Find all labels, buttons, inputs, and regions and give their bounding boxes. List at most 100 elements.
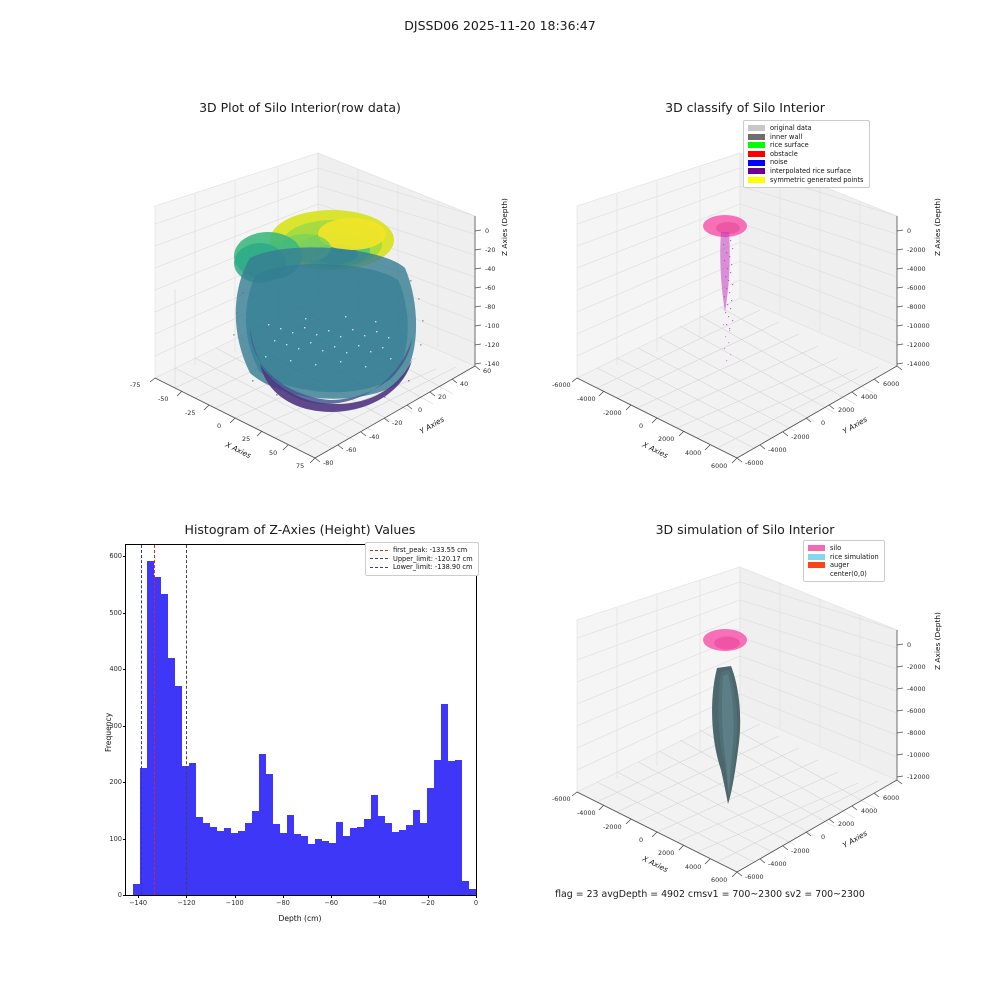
histogram-bar xyxy=(217,830,224,895)
histogram-bar xyxy=(392,831,399,895)
legend-item-rice-simulation[interactable]: rice simulation xyxy=(808,553,879,562)
raw-ztick-3: -60 xyxy=(485,284,496,292)
classify-ztick-1: -2000 xyxy=(907,246,926,254)
legend-swatch-noise xyxy=(748,159,765,166)
panel-histogram: Histogram of Z-Axies (Height) Values 0 10… xyxy=(100,522,500,923)
histogram-y-tick-label: 400 xyxy=(109,665,122,674)
histogram-bar xyxy=(175,686,182,895)
sim-ytick-1: -4000 xyxy=(768,860,787,868)
classify-ytick-4: 2000 xyxy=(838,406,855,414)
legend-swatch-rice-simulation xyxy=(808,553,825,560)
classify-3d-axes[interactable]: -6000 -4000 -2000 0 2000 4000 6000 X Axi… xyxy=(545,128,945,480)
histogram-x-tick-mark xyxy=(186,895,188,898)
panel-classify-3d-plot: 3D classify of Silo Interior xyxy=(545,100,945,480)
legend-item-first-peak[interactable]: first_peak: -133.55 cm xyxy=(370,546,473,555)
legend-item-symmetric-generated-points[interactable]: symmetric generated points xyxy=(748,176,864,185)
legend-label-silo: silo xyxy=(830,543,842,552)
legend-label-inner-wall: inner wall xyxy=(770,132,803,141)
classify-ztick-7: -14000 xyxy=(907,360,930,368)
legend-item-lower-limit[interactable]: Lower_limit: -138.90 cm xyxy=(370,563,473,572)
legend-item-auger[interactable]: auger xyxy=(808,561,879,570)
histogram-bar xyxy=(329,843,336,895)
panel-simulation-3d-plot: 3D simulation of Silo Interior xyxy=(545,522,945,892)
raw-ztick-5: -100 xyxy=(485,322,500,330)
raw-ytick-3: -20 xyxy=(392,419,403,427)
legend-swatch-original-data xyxy=(748,125,765,132)
figure-suptitle: DJSSD06 2025-11-20 18:36:47 xyxy=(404,18,596,33)
sim-xtick-0: -6000 xyxy=(552,795,571,803)
legend-item-interpolated-rice-surface[interactable]: interpolated rice surface xyxy=(748,167,864,176)
raw-3d-title: 3D Plot of Silo Interior(row data) xyxy=(199,100,401,115)
legend-item-noise[interactable]: noise xyxy=(748,158,864,167)
status-line: flag = 23 avgDepth = 4902 cmsv1 = 700~23… xyxy=(555,889,865,900)
histogram-x-tick-label: −100 xyxy=(225,899,244,907)
histogram-bar xyxy=(399,830,406,895)
classify-xtick-2: -2000 xyxy=(603,409,622,417)
legend-item-original-data[interactable]: original data xyxy=(748,124,864,133)
legend-label-auger: auger xyxy=(830,561,850,570)
classify-xtick-0: -6000 xyxy=(552,381,571,389)
histogram-bar xyxy=(420,823,427,895)
classify-ytick-2: -2000 xyxy=(791,433,810,441)
legend-label-center: center(0,0) xyxy=(830,569,867,578)
raw-3d-axes[interactable]: -75 -50 -25 0 25 50 75 X Axies -80 -60 -… xyxy=(100,128,509,480)
histogram-y-tick-label: 200 xyxy=(109,778,122,787)
histogram-x-tick-label: −80 xyxy=(275,899,290,907)
classify-3d-pane-svg xyxy=(571,152,904,464)
sim-xtick-6: 6000 xyxy=(711,876,728,884)
simulation-3d-axes[interactable]: -6000 -4000 -2000 0 2000 4000 6000 X Axi… xyxy=(545,550,945,890)
legend-item-upper-limit[interactable]: Upper_limit: -120.17 cm xyxy=(370,555,473,564)
raw-ztick-0: 0 xyxy=(485,227,490,235)
raw-ztick-1: -20 xyxy=(485,246,496,254)
histogram-x-tick-label: −120 xyxy=(177,899,196,907)
classify-ztick-6: -12000 xyxy=(907,341,930,349)
histogram-bar xyxy=(210,827,217,895)
histogram-x-tick-mark xyxy=(476,895,477,898)
histogram-y-tick-label: 300 xyxy=(109,721,122,730)
histogram-bar xyxy=(378,815,385,895)
histogram-bar xyxy=(182,765,189,895)
raw-ztick-6: -120 xyxy=(485,341,500,349)
classify-ztick-0: 0 xyxy=(907,227,912,235)
sim-ytick-0: -6000 xyxy=(745,873,764,881)
classify-ytick-3: 0 xyxy=(821,419,826,427)
sim-ztick-4: -8000 xyxy=(907,729,926,737)
legend-item-silo[interactable]: silo xyxy=(808,544,879,553)
classify-legend: original data inner wall rice surface ob… xyxy=(743,120,870,189)
legend-swatch-interpolated-rice-surface xyxy=(748,168,765,175)
panel-raw-3d-plot: 3D Plot of Silo Interior(row data) xyxy=(100,100,509,480)
histogram-y-tick-mark xyxy=(123,669,126,671)
classify-xtick-6: 6000 xyxy=(711,462,728,470)
histogram-y-tick-mark xyxy=(123,725,126,727)
histogram-plot-area[interactable]: 0 100 200 300 400 500 600 −140 −120 −100 −80 −60 −4… xyxy=(109,544,478,907)
threshold-line-lower-limit xyxy=(140,545,142,895)
histogram-bar xyxy=(231,832,238,895)
histogram-x-tick-label: 0 xyxy=(473,899,479,907)
histogram-x-tick-mark xyxy=(379,895,381,898)
histogram-y-axis-label: Frequency xyxy=(104,712,113,752)
classify-xtick-5: 4000 xyxy=(685,449,702,457)
histogram-bar xyxy=(245,822,252,895)
legend-item-rice-surface[interactable]: rice surface xyxy=(748,141,864,150)
legend-label-upper-limit: Upper_limit: -120.17 cm xyxy=(393,554,473,563)
histogram-bar xyxy=(133,883,140,895)
classify-xtick-1: -4000 xyxy=(577,395,596,403)
histogram-bar xyxy=(252,811,259,895)
legend-item-obstacle[interactable]: obstacle xyxy=(748,150,864,159)
legend-item-center[interactable]: center(0,0) xyxy=(808,570,879,579)
legend-label-lower-limit: Lower_limit: -138.90 cm xyxy=(393,563,473,572)
histogram-bar xyxy=(441,704,448,895)
histogram-x-tick-label: −60 xyxy=(324,899,339,907)
raw-z-axis-label: Z Axies (Depth) xyxy=(500,198,509,256)
legend-label-first-peak: first_peak: -133.55 cm xyxy=(393,545,468,554)
raw-ytick-5: 20 xyxy=(438,393,447,401)
histogram-bar xyxy=(280,832,287,895)
histogram-x-tick-mark xyxy=(331,895,333,898)
legend-label-rice-surface: rice surface xyxy=(770,141,809,150)
legend-item-inner-wall[interactable]: inner wall xyxy=(748,133,864,142)
legend-label-original-data: original data xyxy=(770,123,812,132)
histogram-y-tick-mark xyxy=(123,782,126,784)
histogram-y-tick-mark xyxy=(123,895,126,896)
raw-xtick-4: 25 xyxy=(242,435,251,443)
histogram-bar xyxy=(140,767,147,895)
